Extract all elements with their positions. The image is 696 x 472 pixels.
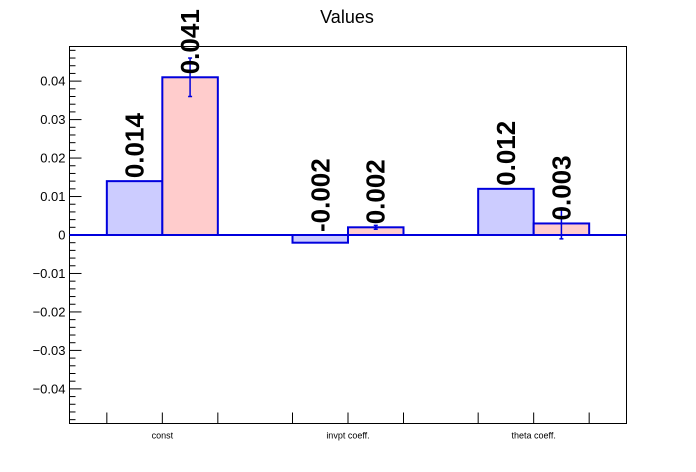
y-tick-label: −0.04 bbox=[33, 381, 66, 396]
bar-value-label: 0.041 bbox=[175, 9, 205, 74]
bar bbox=[161, 76, 219, 236]
y-tick-label: 0.01 bbox=[40, 189, 65, 204]
x-category-label: invpt coeff. bbox=[326, 431, 369, 441]
y-tick-label: −0.01 bbox=[33, 266, 66, 281]
chart-title: Values bbox=[320, 7, 374, 27]
bar-value-label: 0.014 bbox=[120, 113, 150, 179]
y-tick-label: 0.02 bbox=[40, 151, 65, 166]
x-axis: const invpt coeff. theta coeff. bbox=[106, 412, 590, 441]
bar-value-label: 0.002 bbox=[361, 159, 391, 224]
y-tick-label: 0 bbox=[58, 228, 65, 243]
bar-value-label: 0.012 bbox=[491, 121, 521, 186]
bar-value-label: 0.003 bbox=[546, 155, 576, 220]
y-tick-label: 0.03 bbox=[40, 112, 65, 127]
error-bars bbox=[188, 57, 564, 240]
y-tick-label: −0.02 bbox=[33, 304, 66, 319]
y-tick-label: 0.04 bbox=[40, 74, 65, 89]
value-labels: 0.014 -0.002 0.012 0.041 0.002 0.003 bbox=[120, 9, 577, 232]
bar-value-label: -0.002 bbox=[305, 158, 335, 232]
bar bbox=[291, 234, 349, 244]
x-category-label: const bbox=[152, 431, 174, 441]
y-tick-label: −0.03 bbox=[33, 343, 66, 358]
bar bbox=[105, 180, 164, 236]
x-category-label: theta coeff. bbox=[511, 431, 555, 441]
bar bbox=[477, 187, 535, 236]
